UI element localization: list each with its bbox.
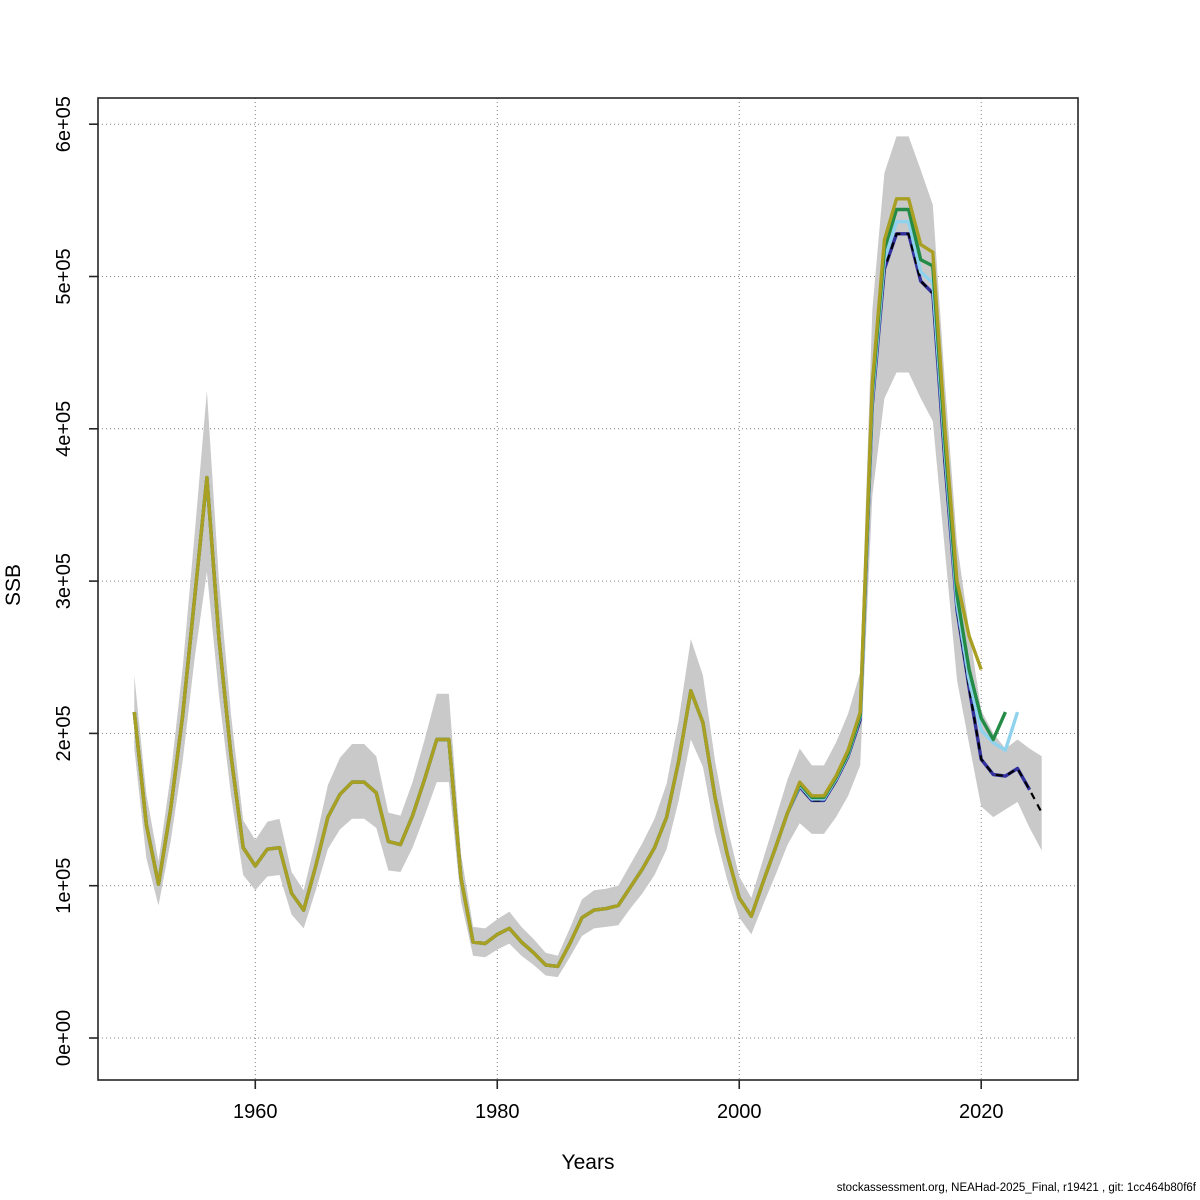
y-axis-title: SSB [2, 564, 25, 606]
x-tick-label: 1980 [475, 1101, 520, 1123]
series-lines [132, 197, 1043, 969]
y-tick-label: 5e+05 [53, 248, 75, 304]
y-tick-label: 1e+05 [53, 858, 75, 914]
tick-labels: 1960 1980 2000 2020 0e+00 1e+05 2e+05 3e+05 4e+0… [53, 96, 1003, 1123]
confidence-band [134, 136, 1042, 978]
y-tick-label: 6e+05 [53, 96, 75, 152]
y-tick-label: 4e+05 [53, 401, 75, 457]
x-tick-label: 2000 [717, 1101, 762, 1123]
y-tick-label: 0e+00 [53, 1010, 75, 1066]
footer-attribution: stockassessment.org, NEAHad-2025_Final, … [837, 1182, 1197, 1194]
y-tick-label: 3e+05 [53, 553, 75, 609]
plot-border [97, 97, 1079, 1081]
confidence-band-polygon [134, 136, 1042, 978]
axes [89, 97, 1079, 1089]
y-tick-label: 2e+05 [53, 705, 75, 761]
assessment-run-2020-line [132, 197, 983, 969]
x-tick-label: 2020 [959, 1101, 1004, 1123]
x-axis-title: Years [562, 1151, 615, 1174]
x-tick-label: 1960 [233, 1101, 278, 1123]
